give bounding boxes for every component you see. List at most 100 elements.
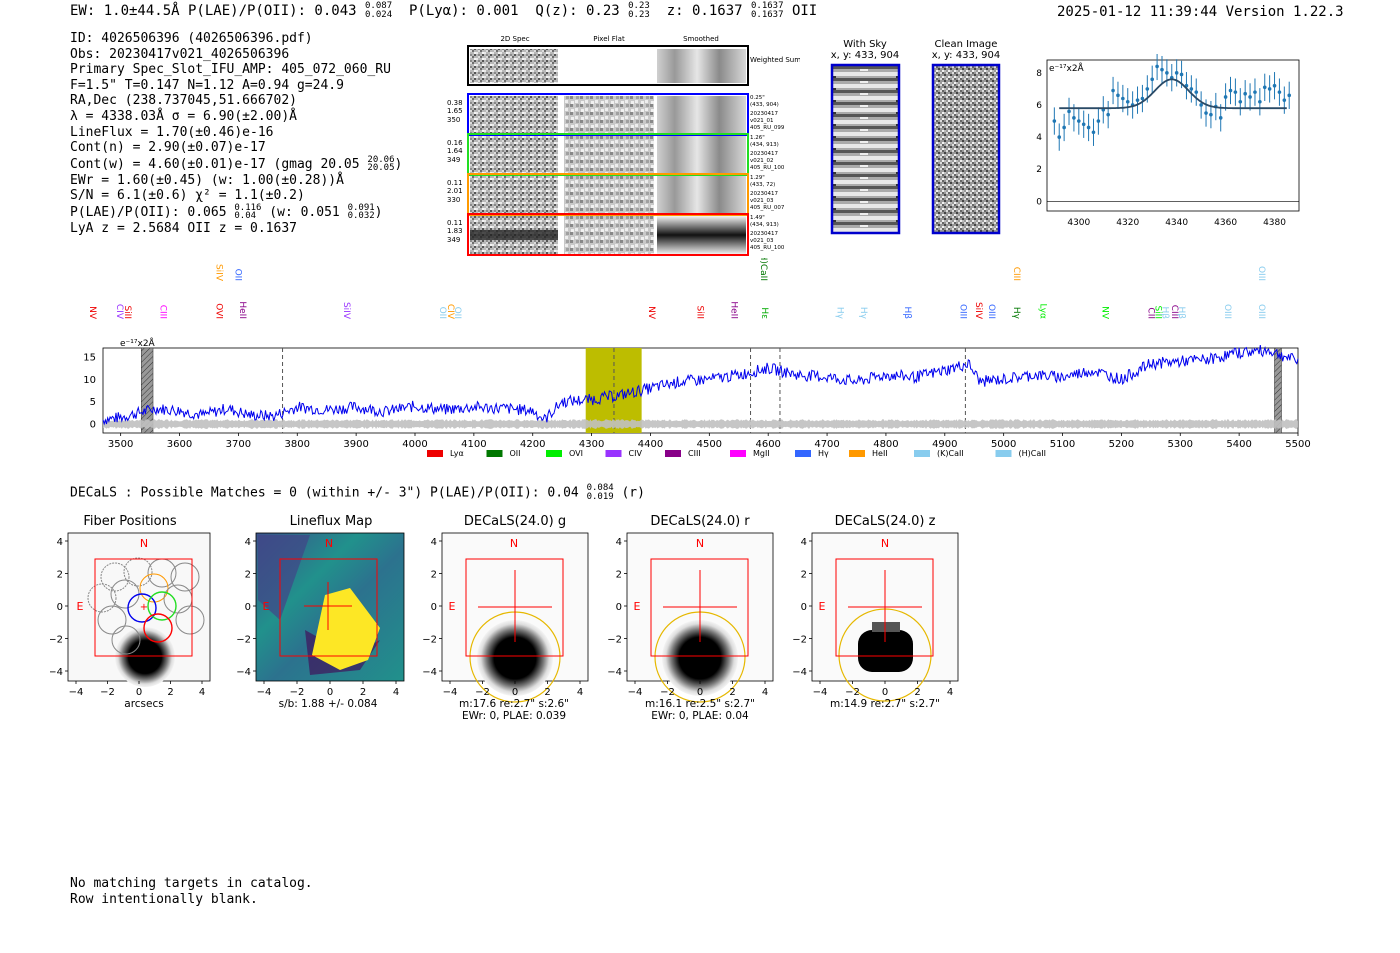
spectrum-x-ticks: 3500 3600 3700 3800 3900 4000 4100 4200 4300 4400… (108, 433, 1311, 450)
legend-label-4: CIII (688, 449, 701, 458)
header-z-upper: 0.1637 (750, 1, 784, 11)
header-timestamp-version: 2025-01-12 11:39:44 Version 1.22.3 (1057, 4, 1344, 20)
spectrum-flux-line (102, 345, 1299, 426)
line-label-11: OII (452, 307, 462, 319)
spec-xtick-4700: 4700 (814, 439, 839, 450)
fiber-row-3-right-2: (433, 72) (750, 182, 775, 188)
panel-1-xtick: −4 (69, 687, 84, 698)
zoom-point (1272, 83, 1277, 88)
spec-xtick-4500: 4500 (697, 439, 722, 450)
weighted-sum-row: Weighted Sum (467, 45, 800, 86)
panel-4-xtick: 0 (697, 687, 703, 698)
line-label-32: OIII (1222, 304, 1232, 319)
info-gmag-bounds: 20.06 20.05 (367, 155, 395, 174)
zoom-data-points (1052, 54, 1292, 151)
zoom-point (1223, 95, 1228, 99)
header-z-lower: 0.1637 (750, 10, 784, 20)
panel-2-ytick: 4 (245, 537, 251, 548)
fiber-row-1-right-5: 405_RU_099 (750, 125, 785, 131)
zoom-point (1140, 96, 1145, 101)
info-plae-upper: 0.116 (234, 203, 262, 214)
spec-xtick-3900: 3900 (343, 439, 368, 450)
fiber-row-1-right-4: v021_01 (750, 118, 774, 124)
fiber-row-4-frame (467, 213, 749, 256)
fiber-circle-red (143, 613, 173, 643)
info-gmag-upper: 20.06 (367, 155, 395, 166)
line-label-20: OIII (958, 304, 968, 319)
zoom-plot: e⁻¹⁷x2Å 0 2 4 6 8 4300 4320 4340 4360 43… (1036, 54, 1300, 228)
panel-5-ytick: 4 (801, 537, 807, 548)
panel-4-compass-n: N (696, 537, 704, 550)
info-id: ID: 4026506396 (4026506396.pdf) (70, 31, 313, 46)
line-label-12: NV (646, 306, 656, 320)
panel-2-compass-n: N (325, 537, 333, 550)
panel-2-ytick: 2 (245, 570, 251, 581)
col-header-2d-spec: 2D Spec (500, 35, 529, 43)
panel-4-xtick: 4 (762, 687, 768, 698)
zoom-xtick-4340: 4340 (1165, 218, 1188, 228)
panel-3-ytick: 0 (431, 602, 437, 613)
panel-1-xtick: −2 (100, 687, 115, 698)
panel-5-ytick: 0 (801, 602, 807, 613)
line-label-6: OVI (213, 303, 223, 319)
spectra-cutouts: 2D Spec Pixel Flat Smoothed Weighted Sum… (447, 35, 800, 256)
fiber-circle-blue (127, 593, 157, 623)
fiber-row-2-right-3: 20230417 (750, 151, 778, 157)
info-plae-w-bounds: 0.091 0.032 (347, 204, 375, 222)
legend-swatch-6 (795, 450, 811, 457)
zoom-ytick-2: 2 (1036, 165, 1042, 175)
zoom-point (1238, 99, 1243, 104)
panel-3-ytick: 4 (431, 537, 437, 548)
zoom-point (1174, 71, 1179, 75)
fiber-row-4-right-5: 405_RU_100 (750, 245, 785, 251)
line-label-18: Hγ (858, 307, 868, 320)
spec-xtick-3700: 3700 (226, 439, 251, 450)
line-label-34: OIII (1256, 266, 1266, 281)
zoom-point (1165, 71, 1169, 75)
spec-xtick-3600: 3600 (167, 439, 192, 450)
info-plae-w-lower: 0.032 (347, 211, 375, 222)
header-bar: EW: 1.0±44.5Å P(LAE)/P(OII): 0.043 0.087… (70, 2, 817, 20)
zoom-point (1086, 125, 1091, 130)
info-obs: Obs: 20230417v021_4026506396 (70, 46, 290, 62)
zoom-point (1155, 64, 1159, 69)
fiber-row-1: 0.38 1.65 350 0.25" (433, 904) 20230417 … (447, 93, 785, 136)
header-z: z: 0.1637 (666, 3, 743, 19)
info-gmag-lower: 20.05 (367, 163, 395, 174)
footer-line-1: No matching targets in catalog. (70, 876, 313, 891)
panel-5-ytick: 2 (801, 570, 807, 581)
fiber-row-4-left-3: 349 (447, 236, 460, 244)
spec-xtick-4900: 4900 (932, 439, 957, 450)
legend-swatch-8 (914, 450, 930, 457)
zoom-point (1116, 93, 1120, 98)
panel-1-source-blob (115, 627, 175, 687)
line-label-33: OIII (1256, 304, 1266, 319)
panel-1-aperture-box (94, 558, 193, 657)
panel-2-ytick: −2 (236, 635, 251, 646)
zoom-point (1135, 98, 1140, 102)
panel-3-ytick: 2 (431, 570, 437, 581)
panel-2-xtick: −4 (257, 687, 272, 698)
zoom-ytick-0: 0 (1036, 197, 1042, 207)
spec-ytick-10: 10 (83, 375, 96, 386)
masked-band-0 (141, 347, 154, 434)
panel-2-xtick: 0 (327, 687, 333, 698)
line-label-2: SiII (122, 305, 132, 319)
info-ewr: EWr = 1.60(±0.45) (w: 1.00(±0.28))Å (70, 172, 344, 188)
panel-3-xtick: 4 (577, 687, 583, 698)
fiber-row-1-right-3: 20230417 (750, 111, 778, 117)
legend-label-7: HeII (872, 449, 888, 458)
clean-image-coords: x, y: 433, 904 (932, 50, 1001, 61)
header-z-bounds: 0.1637 0.1637 (751, 2, 784, 20)
header-plae-lower: 0.024 (365, 10, 393, 20)
line-label-0: NV (87, 306, 97, 320)
zoom-plot-frame (1046, 59, 1300, 212)
line-label-23: Hγ (1011, 307, 1021, 320)
zoom-point (1091, 130, 1096, 135)
info-sn-chi2: S/N = 6.1(±0.6) χ² = 1.1(±0.2) (70, 188, 305, 204)
fiber-row-3-left-2: 2.01 (447, 187, 463, 195)
panel-2-ytick: −4 (236, 667, 251, 678)
panel-4-ytick: 4 (616, 537, 622, 548)
legend-swatch-7 (849, 450, 865, 457)
fiber-row-4-right-3: 20230417 (750, 231, 778, 237)
